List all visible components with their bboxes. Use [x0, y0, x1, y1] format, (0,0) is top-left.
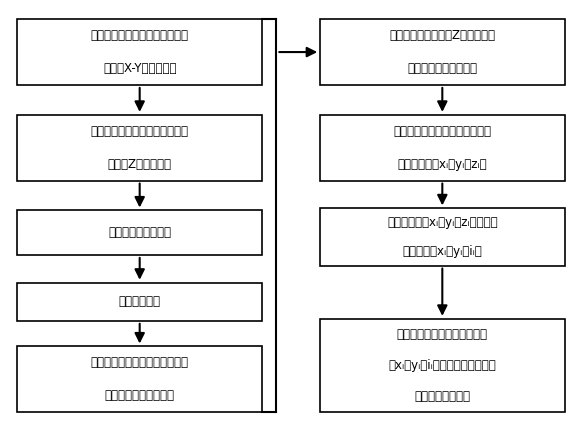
Text: 刀具电极固定于夹具上，夹具固: 刀具电极固定于夹具上，夹具固 [91, 125, 189, 138]
Bar [17, 115, 262, 181]
Bar [320, 115, 565, 181]
Text: 的三维模型（xᵢ，yᵢ，zᵢ）: 的三维模型（xᵢ，yᵢ，zᵢ） [398, 158, 487, 171]
Text: 电解池中注入电解液: 电解池中注入电解液 [108, 226, 171, 239]
Bar [320, 19, 565, 85]
Text: 将辅助电极和参比电极浸入电解: 将辅助电极和参比电极浸入电解 [91, 356, 189, 369]
Bar [320, 319, 565, 412]
Text: （xᵢ，yᵢ，iᵢ）对电极电流进行调: （xᵢ，yᵢ，iᵢ）对电极电流进行调 [388, 359, 496, 372]
Bar [17, 19, 262, 85]
Text: 刀具扫描运动时根据加工数据: 刀具扫描运动时根据加工数据 [397, 328, 488, 341]
Bar [17, 283, 262, 321]
Text: 控制信号进行闭环控制: 控制信号进行闭环控制 [407, 62, 477, 75]
Text: 刀具逼近工件: 刀具逼近工件 [119, 295, 161, 308]
Bar [17, 210, 262, 255]
Text: 加工数据（xᵢ，yᵢ，iᵢ）: 加工数据（xᵢ，yᵢ，iᵢ） [402, 245, 482, 258]
Text: 刀具电极电化电流作Z方向位移台: 刀具电极电化电流作Z方向位移台 [389, 29, 495, 42]
Bar [320, 208, 565, 266]
Text: 制，加工三维结构: 制，加工三维结构 [414, 390, 470, 403]
Text: 定关于Z方向位移台: 定关于Z方向位移台 [108, 158, 172, 171]
Text: 将三维模型（xᵢ，yᵢ，zᵢ）转化为: 将三维模型（xᵢ，yᵢ，zᵢ）转化为 [387, 216, 498, 229]
Text: 液，启动电化学工作站: 液，启动电化学工作站 [105, 389, 175, 402]
Text: 工件固定于电解池底部，电解池: 工件固定于电解池底部，电解池 [91, 29, 189, 42]
Text: 固定于X-Y方向位移台: 固定于X-Y方向位移台 [103, 62, 176, 75]
Bar [17, 346, 262, 412]
Text: 根据要求生成要加工的微纳结构: 根据要求生成要加工的微纳结构 [393, 125, 491, 138]
